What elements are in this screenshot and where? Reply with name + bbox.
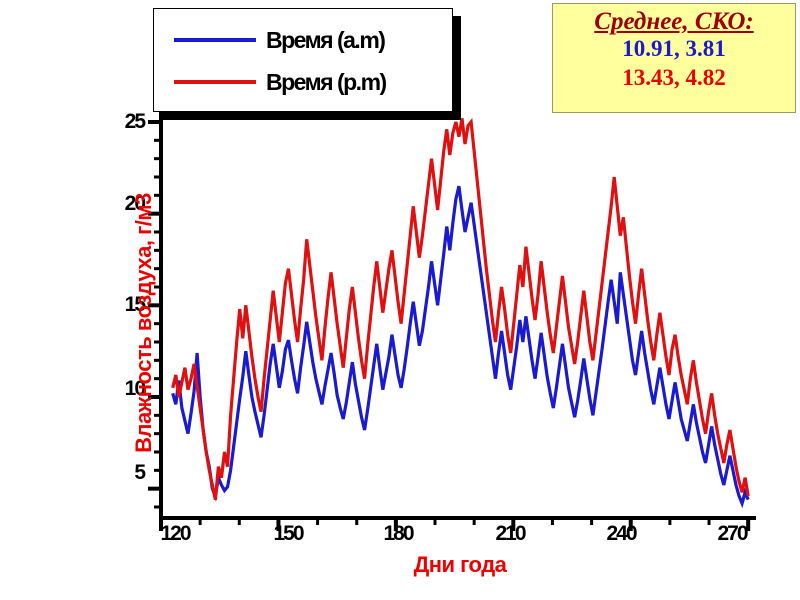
series-layer: [171, 118, 750, 509]
legend-item-pm[interactable]: Время (p.m): [162, 61, 444, 103]
y-tick-label-20: 20: [124, 192, 146, 215]
x-tick-label-240: 240: [606, 522, 637, 545]
stats-box: Среднее, СКО: 10.91, 3.81 13.43, 4.82: [552, 3, 796, 113]
axis-layer: [148, 93, 756, 531]
x-tick-label-180: 180: [383, 522, 414, 545]
legend-label-pm: Время (p.m): [266, 68, 387, 95]
series-line-pm: [171, 118, 750, 500]
x-tick-label-210: 210: [495, 522, 526, 545]
legend-line-swatch-am: [174, 38, 256, 42]
x-tick-label-150: 150: [273, 522, 304, 545]
y-tick-label-10: 10: [124, 377, 146, 400]
y-tick-label-5: 5: [134, 461, 146, 484]
legend-label-am: Время (a.m): [266, 26, 386, 53]
x-tick-label-270: 270: [717, 522, 748, 545]
y-tick-label-25: 25: [124, 110, 146, 133]
x-axis-title: Дни года: [413, 552, 507, 577]
legend-item-am[interactable]: Время (a.m): [162, 19, 444, 61]
y-axis-title: Влажность воздуха, г/м3: [131, 193, 156, 453]
stats-value-am: 10.91, 3.81: [622, 36, 726, 62]
chart-legend: Время (a.m) Время (p.m): [153, 8, 453, 112]
stats-value-pm: 13.43, 4.82: [622, 65, 726, 90]
y-tick-label-15: 15: [124, 293, 146, 316]
stats-box-title: Среднее, СКО:: [594, 8, 754, 35]
legend-line-swatch-pm: [174, 80, 256, 84]
series-line-am: [171, 185, 750, 509]
x-tick-label-120: 120: [160, 522, 191, 545]
